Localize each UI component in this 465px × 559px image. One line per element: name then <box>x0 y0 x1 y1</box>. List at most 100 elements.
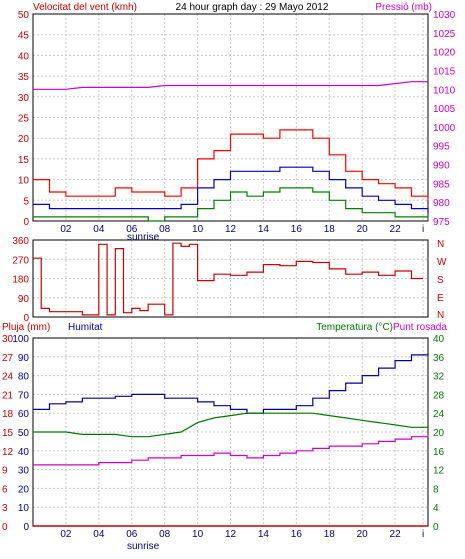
x-tick-label-top: 02 <box>60 224 72 235</box>
dew-point-line <box>33 434 429 466</box>
wind-series-wind-min <box>33 187 429 222</box>
humidity-line <box>33 353 429 414</box>
compass-n-bottom: N <box>437 310 444 321</box>
panel-2-ytick-label: 10 <box>18 503 30 514</box>
x-tick-label-bottom: 02 <box>60 529 72 540</box>
panel-2-ytick-label: 70 <box>18 390 30 401</box>
temperature-axis-label: Temperatura (°C) <box>316 322 393 333</box>
panel-2-y2tick-label: 24 <box>433 409 445 420</box>
panel-2-rain-tick-label: 3 <box>2 503 8 514</box>
pressure-axis-label: Pressió (mb) <box>375 2 432 13</box>
panel-0-y2tick-label: 1020 <box>433 48 456 59</box>
panel-0-ytick-label: 25 <box>18 114 30 125</box>
panel-2-rain-tick-label: 9 <box>2 466 8 477</box>
sunrise-label-top: sunrise <box>127 232 160 243</box>
panel-2-y2tick-label: 16 <box>433 447 445 458</box>
x-tick-label-bottom: 18 <box>324 529 336 540</box>
wind-series-wind-avg <box>33 166 429 213</box>
panel-2-y2tick-label: 36 <box>433 353 445 364</box>
chart-title: 24 hour graph day : 29 Mayo 2012 <box>176 2 329 13</box>
x-tick-label-top: 08 <box>159 224 171 235</box>
x-tick-label-bottom: 06 <box>126 529 138 540</box>
rain-axis-label: Pluja (mm) <box>2 322 50 333</box>
panel-2-y2tick-label: 8 <box>433 484 439 495</box>
panel-2-ytick-label: 60 <box>18 409 30 420</box>
x-tick-label-top: 06 <box>126 224 138 235</box>
panel-0-frame <box>32 13 429 222</box>
x-tick-label-bottom: 04 <box>93 529 105 540</box>
x-tick-label-top: 22 <box>390 224 402 235</box>
dew-point-axis-label: Punt rosada <box>393 322 447 333</box>
wind-series-wind-max <box>33 129 429 201</box>
x-tick-label-top: 16 <box>291 224 303 235</box>
panel-0-y2tick-label: 980 <box>433 198 450 209</box>
panel-0-ytick-label: 35 <box>18 72 30 83</box>
x-tick-label-bottom: 16 <box>291 529 303 540</box>
panel-1-ytick-label: 270 <box>12 255 29 266</box>
x-tick-label-bottom: 08 <box>159 529 171 540</box>
panel-0-y2tick-label: 990 <box>433 161 450 172</box>
pressure-line <box>33 81 428 90</box>
x-tick-label-top: 18 <box>324 224 336 235</box>
panel-1-ytick-label: 360 <box>12 236 29 247</box>
panel-2-rain-tick-label: 27 <box>2 353 14 364</box>
temperature-line <box>33 412 428 438</box>
panel-0-y2tick-label: 1000 <box>433 123 456 134</box>
panel-0-y2tick-label: 1015 <box>433 66 456 77</box>
panel-2-ytick-label: 100 <box>12 334 29 345</box>
x-tick-label-top: i <box>422 224 424 235</box>
panel-2-y2tick-label: 4 <box>433 503 439 514</box>
panel-2-ytick-label: 0 <box>23 522 29 533</box>
panel-2-y2tick-label: 0 <box>433 522 439 533</box>
panel-2-ytick-label: 50 <box>18 428 30 439</box>
panel-2-ytick-label: 80 <box>18 372 30 383</box>
panel-2-rain-tick-label: 30 <box>2 334 14 345</box>
compass-n-top: N <box>437 239 444 250</box>
panel-0-y2tick-label: 1025 <box>433 29 456 40</box>
x-tick-label-top: 20 <box>357 224 369 235</box>
panel-2-y2tick-label: 32 <box>433 372 445 383</box>
panel-0-ytick-label: 30 <box>18 93 30 104</box>
panel-2-rain-tick-label: 6 <box>2 484 8 495</box>
panel-2-rain-tick-label: 24 <box>2 372 14 383</box>
panel-2-y2tick-label: 12 <box>433 466 445 477</box>
panel-0-ytick-label: 50 <box>18 10 30 21</box>
panel-1-ytick-label: 180 <box>12 275 29 286</box>
panel-2-y2tick-label: 40 <box>433 334 445 345</box>
panel-0-y2tick-label: 985 <box>433 179 450 190</box>
x-tick-label-top: 14 <box>258 224 270 235</box>
panel-2-rain-tick-label: 15 <box>2 428 14 439</box>
panel-2-y2tick-label: 28 <box>433 390 445 401</box>
panel-0-ytick-label: 0 <box>23 217 29 228</box>
panel-0-ytick-label: 20 <box>18 134 30 145</box>
wind-direction-line <box>33 242 424 316</box>
panel-0-y2tick-label: 1030 <box>433 10 456 21</box>
panel-1-ytick-label: 0 <box>23 313 29 324</box>
panel-0-ytick-label: 5 <box>23 196 29 207</box>
x-tick-label-bottom: i <box>422 529 424 540</box>
x-tick-label-top: 04 <box>93 224 105 235</box>
wind-axis-label: Velocitat del vent (kmh) <box>33 2 137 13</box>
x-tick-label-bottom: 10 <box>192 529 204 540</box>
sunrise-label-bottom: sunrise <box>127 541 160 552</box>
x-tick-label-bottom: 20 <box>357 529 369 540</box>
panel-2-rain-tick-label: 12 <box>2 447 14 458</box>
x-tick-label-bottom: 14 <box>258 529 270 540</box>
panel-2-rain-tick-label: 21 <box>2 390 14 401</box>
x-tick-label-top: 12 <box>225 224 237 235</box>
panel-2-y2tick-label: 20 <box>433 428 445 439</box>
humidity-axis-label: Humitat <box>68 322 103 333</box>
panel-2-ytick-label: 40 <box>18 447 30 458</box>
panel-2-ytick-label: 90 <box>18 353 30 364</box>
panel-2-ytick-label: 30 <box>18 466 30 477</box>
x-tick-label-top: 10 <box>192 224 204 235</box>
panel-0-y2tick-label: 995 <box>433 142 450 153</box>
panel-1-ytick-label: 90 <box>18 294 30 305</box>
panel-2-ytick-label: 20 <box>18 484 30 495</box>
panel-0-ytick-label: 15 <box>18 155 30 166</box>
compass-s: S <box>437 275 444 286</box>
panel-2-rain-tick-label: 18 <box>2 409 14 420</box>
x-tick-label-bottom: 22 <box>390 529 402 540</box>
compass-w: W <box>437 257 447 268</box>
